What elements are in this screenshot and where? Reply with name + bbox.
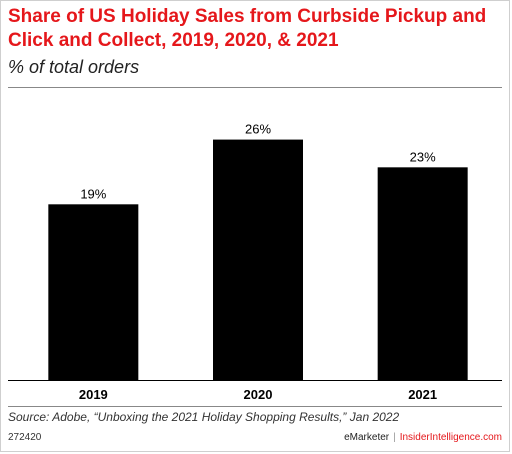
brand-footer: eMarketer | InsiderIntelligence.com <box>344 432 502 443</box>
x-tick-label-2020: 2020 <box>244 387 273 402</box>
chart-id: 272420 <box>8 432 42 443</box>
chart-title: Share of US Holiday Sales from Curbside … <box>8 6 487 51</box>
bar-2019 <box>48 204 139 380</box>
brand-insider-intelligence[interactable]: InsiderIntelligence.com <box>399 432 502 443</box>
data-label-2019: 19% <box>80 186 106 201</box>
data-label-2020: 26% <box>245 122 271 137</box>
data-label-2021: 23% <box>410 149 436 164</box>
brand-emarketer[interactable]: eMarketer <box>344 432 390 443</box>
bar-chart: 19% 2019 26% 2020 23% 2021 <box>8 122 502 402</box>
top-divider <box>8 87 502 88</box>
brand-separator: | <box>393 432 396 443</box>
bar-2021 <box>377 167 468 380</box>
x-tick-label-2021: 2021 <box>408 387 437 402</box>
source-note: Source: Adobe, “Unboxing the 2021 Holida… <box>8 410 400 424</box>
chart-subtitle: % of total orders <box>8 57 140 77</box>
source-divider <box>8 406 502 407</box>
bar-2020 <box>213 139 303 380</box>
x-tick-label-2019: 2019 <box>79 387 108 402</box>
